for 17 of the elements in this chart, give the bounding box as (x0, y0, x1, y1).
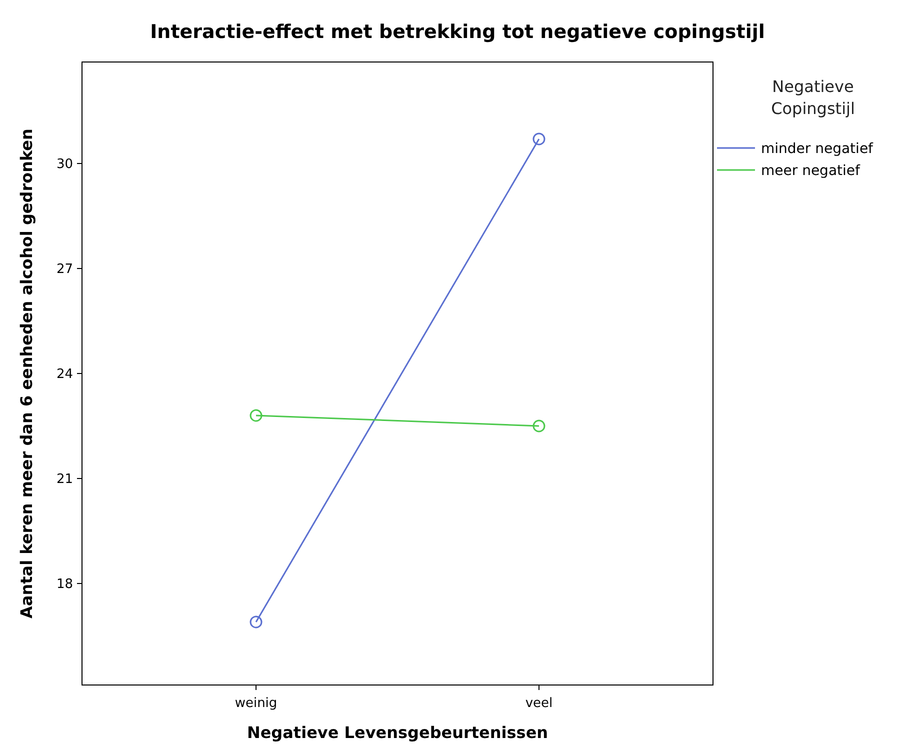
x-axis-title: Negatieve Levensgebeurtenissen (246, 723, 548, 742)
legend-title: Negatieve Copingstijl (771, 77, 855, 118)
point (250, 616, 262, 628)
legend-label: meer negatief (761, 162, 862, 179)
y-tick-label: 30 (56, 157, 73, 172)
point (250, 409, 262, 422)
y-tick-label: 18 (56, 577, 73, 592)
y-axis-title: Aantal keren meer dan 6 eenheden alcohol gedronken (17, 128, 36, 618)
x-tick-label: veel (525, 696, 553, 711)
y-tick-label: 21 (56, 472, 73, 488)
legend-label: minder negatief (761, 140, 874, 157)
point (532, 420, 546, 432)
x-tick-label: weinig (234, 696, 278, 711)
point (532, 132, 546, 146)
y-tick-label: 27 (56, 262, 73, 278)
y-tick-label: 24 (56, 367, 73, 382)
chart-title: Interactie-effect met betrekking tot negatieve copingstijl (150, 21, 765, 43)
